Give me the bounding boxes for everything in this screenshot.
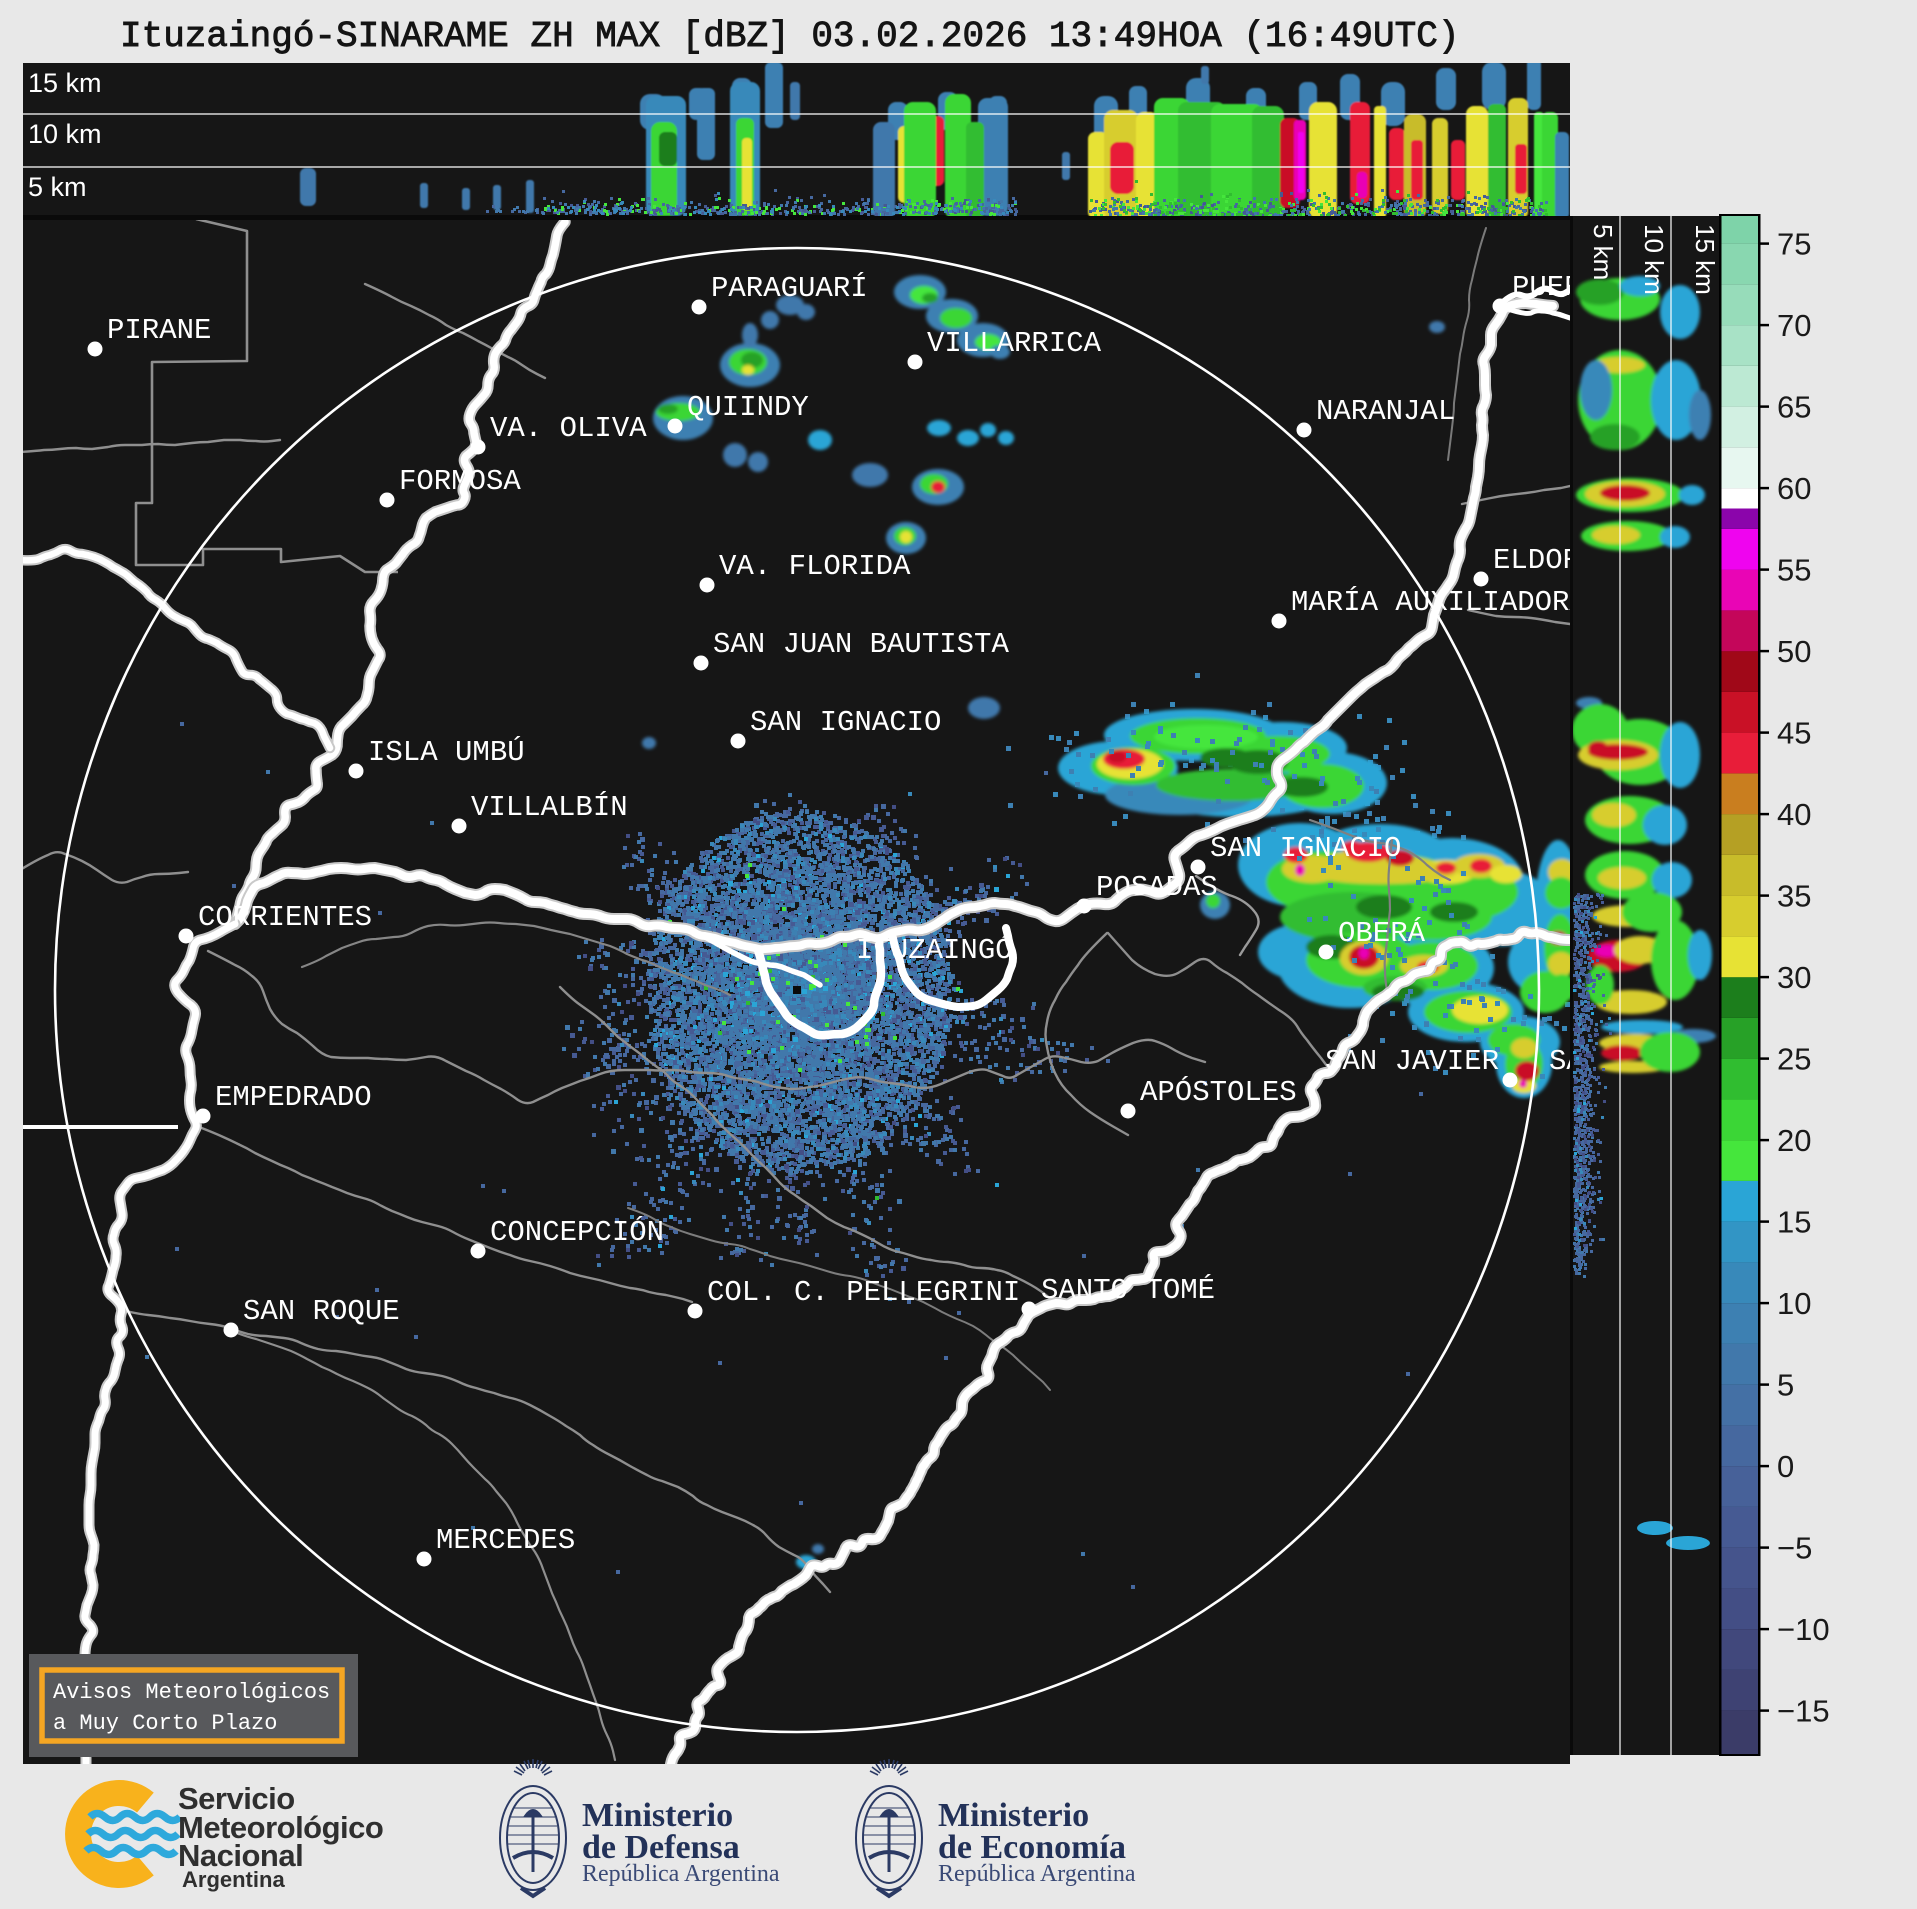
svg-text:CONCEPCIÓN: CONCEPCIÓN xyxy=(490,1215,664,1249)
svg-text:SAN JAVIER: SAN JAVIER xyxy=(1325,1045,1499,1078)
svg-text:10 km: 10 km xyxy=(1639,224,1669,295)
svg-text:25: 25 xyxy=(1777,1042,1811,1077)
svg-text:10: 10 xyxy=(1777,1286,1811,1321)
svg-text:60: 60 xyxy=(1777,471,1811,506)
svg-text:POSADAS: POSADAS xyxy=(1096,871,1218,904)
svg-text:Servicio: Servicio xyxy=(178,1781,295,1816)
svg-text:ITUZAINGÓ: ITUZAINGÓ xyxy=(856,933,1013,967)
svg-text:FORMOSA: FORMOSA xyxy=(399,465,521,498)
svg-text:SAN: SAN xyxy=(1549,1045,1601,1078)
svg-text:SAN IGNACIO: SAN IGNACIO xyxy=(750,706,941,739)
svg-text:15: 15 xyxy=(1777,1205,1811,1240)
svg-text:EMPEDRADO: EMPEDRADO xyxy=(215,1081,372,1114)
svg-text:ISLA UMBÚ: ISLA UMBÚ xyxy=(368,735,525,769)
svg-text:a Muy Corto Plazo: a Muy Corto Plazo xyxy=(53,1711,277,1736)
svg-text:75: 75 xyxy=(1777,227,1811,262)
svg-text:VA. OLIVA: VA. OLIVA xyxy=(490,412,647,445)
svg-text:SAN ROQUE: SAN ROQUE xyxy=(243,1295,400,1328)
svg-text:−15: −15 xyxy=(1777,1694,1830,1729)
svg-text:15 km: 15 km xyxy=(28,68,102,98)
svg-text:PIRANE: PIRANE xyxy=(107,314,211,347)
svg-text:Ministerio: Ministerio xyxy=(938,1797,1089,1834)
svg-text:10 km: 10 km xyxy=(28,119,102,149)
svg-text:5 km: 5 km xyxy=(28,172,87,202)
svg-text:República Argentina: República Argentina xyxy=(938,1861,1136,1887)
svg-text:−10: −10 xyxy=(1777,1612,1830,1647)
svg-text:SANTO TOMÉ: SANTO TOMÉ xyxy=(1041,1273,1215,1307)
svg-text:SAN IGNACIO: SAN IGNACIO xyxy=(1210,832,1401,865)
svg-text:0: 0 xyxy=(1777,1449,1794,1484)
svg-text:−5: −5 xyxy=(1777,1531,1812,1566)
svg-text:OBERÁ: OBERÁ xyxy=(1338,916,1426,950)
svg-text:República Argentina: República Argentina xyxy=(582,1861,780,1887)
svg-text:VA. FLORIDA: VA. FLORIDA xyxy=(719,550,911,583)
svg-text:15 km: 15 km xyxy=(1690,224,1720,295)
svg-text:50: 50 xyxy=(1777,634,1811,669)
svg-text:PUERTO: PUERTO xyxy=(1512,271,1616,304)
svg-text:45: 45 xyxy=(1777,716,1811,751)
svg-text:Avisos Meteorológicos: Avisos Meteorológicos xyxy=(53,1680,330,1705)
svg-text:VILLARRICA: VILLARRICA xyxy=(927,327,1102,360)
svg-text:Ministerio: Ministerio xyxy=(582,1797,733,1834)
svg-text:35: 35 xyxy=(1777,879,1811,914)
svg-text:APÓSTOLES: APÓSTOLES xyxy=(1140,1075,1297,1109)
svg-text:65: 65 xyxy=(1777,390,1811,425)
svg-text:5: 5 xyxy=(1777,1368,1794,1403)
svg-text:SAN JUAN BAUTISTA: SAN JUAN BAUTISTA xyxy=(713,628,1009,661)
svg-text:Nacional: Nacional xyxy=(178,1838,303,1873)
svg-text:5 km: 5 km xyxy=(1588,224,1618,280)
svg-text:55: 55 xyxy=(1777,553,1811,588)
svg-text:Ituzaingó-SINARAME ZH MAX [dBZ: Ituzaingó-SINARAME ZH MAX [dBZ] 03.02.20… xyxy=(120,16,1459,57)
svg-text:Argentina: Argentina xyxy=(182,1867,285,1892)
svg-text:VILLALBÍN: VILLALBÍN xyxy=(471,790,628,824)
svg-text:30: 30 xyxy=(1777,960,1811,995)
svg-text:QUIINDY: QUIINDY xyxy=(687,391,809,424)
svg-text:de Economía: de Economía xyxy=(938,1829,1126,1866)
svg-text:de Defensa: de Defensa xyxy=(582,1829,740,1866)
svg-text:MERCEDES: MERCEDES xyxy=(436,1524,575,1557)
svg-text:70: 70 xyxy=(1777,308,1811,343)
svg-text:CORRIENTES: CORRIENTES xyxy=(198,901,372,934)
svg-text:MARÍA AUXILIADORA: MARÍA AUXILIADORA xyxy=(1291,585,1587,619)
svg-text:Meteorológico: Meteorológico xyxy=(178,1810,383,1845)
svg-text:40: 40 xyxy=(1777,797,1811,832)
svg-text:ELDORADO: ELDORADO xyxy=(1493,544,1632,577)
svg-text:NARANJAL: NARANJAL xyxy=(1316,395,1455,428)
svg-text:COL. C. PELLEGRINI: COL. C. PELLEGRINI xyxy=(707,1276,1020,1309)
svg-text:PARAGUARÍ: PARAGUARÍ xyxy=(711,271,868,305)
svg-text:20: 20 xyxy=(1777,1123,1811,1158)
